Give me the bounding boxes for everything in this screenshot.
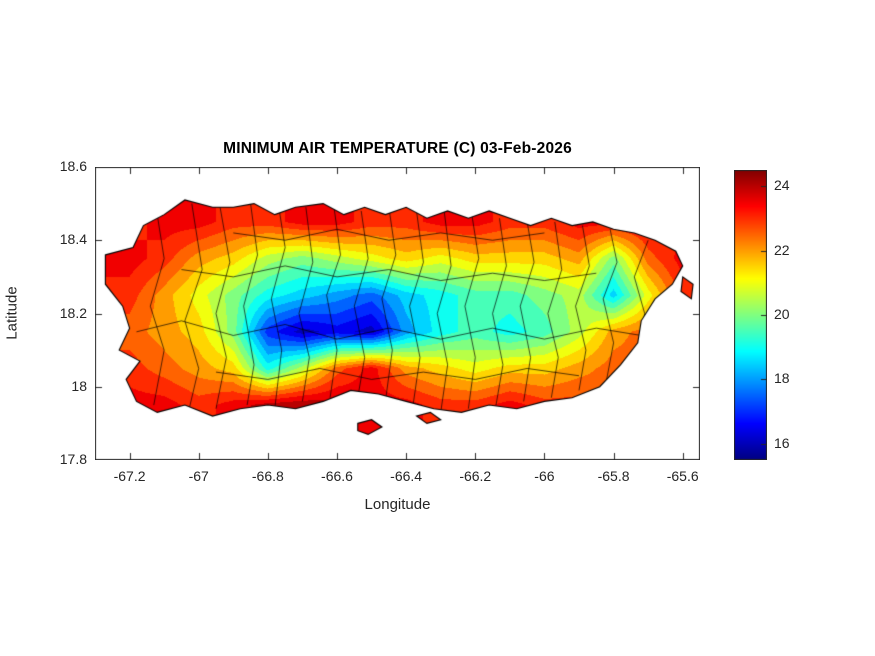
x-tick-label: -65.6: [666, 468, 699, 484]
chart-title: MINIMUM AIR TEMPERATURE (C) 03-Feb-2026: [223, 140, 572, 157]
y-axis-label: Latitude: [3, 286, 21, 340]
colorbar-canvas: [734, 170, 767, 460]
x-tick-label: -66.6: [321, 468, 353, 484]
x-tick-label: -66.2: [459, 468, 492, 484]
colorbar-tick-label: 20: [774, 306, 790, 322]
y-tick-label: 18.2: [59, 304, 87, 321]
x-tick-label: -67: [188, 468, 209, 484]
colorbar: [734, 170, 767, 460]
colorbar-tick-label: 22: [774, 241, 790, 258]
x-tick-label: -66.4: [390, 468, 423, 484]
y-tick-label: 17.8: [59, 451, 87, 467]
x-tick-label: -66: [534, 468, 555, 484]
y-tick-label: 18.6: [59, 158, 87, 174]
colorbar-tick-label: 18: [774, 370, 790, 387]
y-tick-label: 18: [71, 377, 87, 394]
colorbar-tick-label: 24: [774, 177, 790, 194]
colorbar-tick-label: 16: [774, 434, 790, 451]
plot-area: [95, 167, 700, 460]
temperature-map-canvas: [95, 167, 700, 460]
x-tick-label: -67.2: [113, 468, 146, 484]
x-tick-label: -65.8: [597, 468, 630, 484]
x-tick-label: -66.8: [251, 468, 284, 484]
x-axis-label: Longitude: [364, 496, 431, 513]
y-tick-label: 18.4: [59, 231, 87, 248]
